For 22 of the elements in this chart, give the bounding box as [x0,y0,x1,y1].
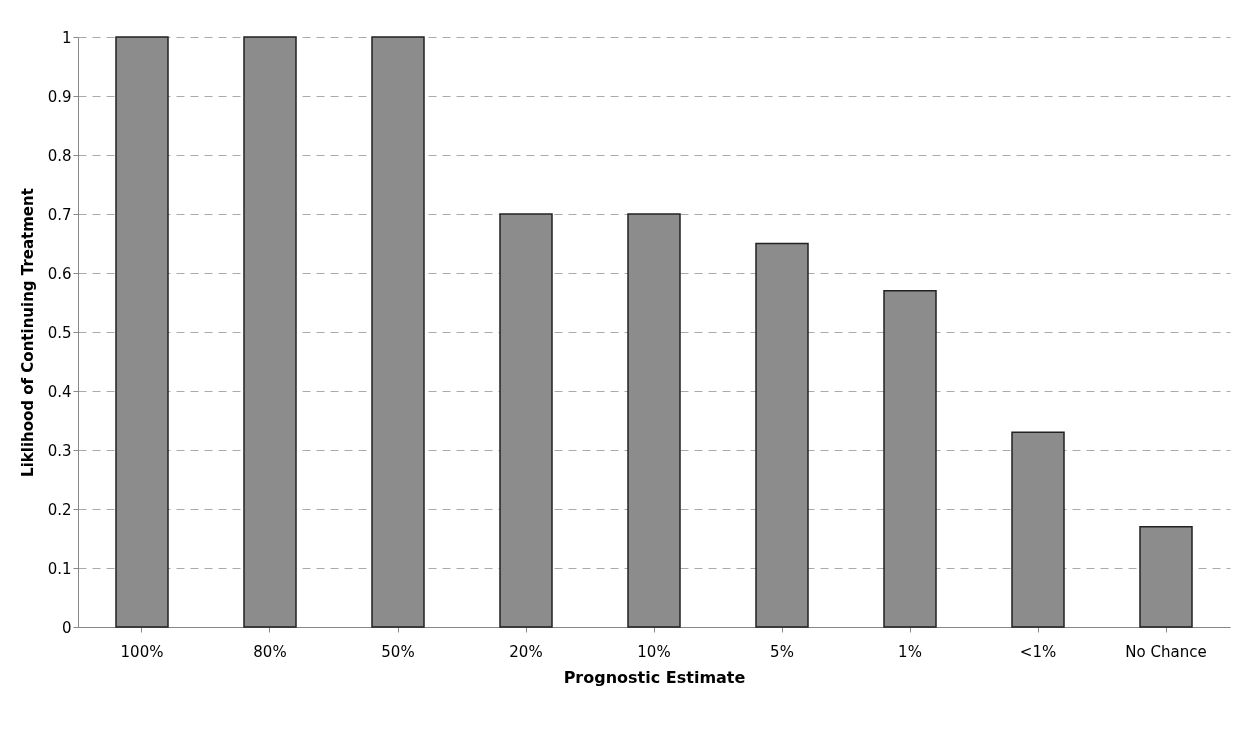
y-axis-title: Liklihood of Continuing Treatment [18,188,37,477]
x-tick-label: 5% [770,642,794,661]
y-tick-label: 0.6 [47,264,72,283]
y-tick-label: 0 [61,618,72,637]
y-tick-label: 0.4 [47,382,72,401]
x-tick-label: 20% [509,642,543,661]
x-tick-label: 80% [253,642,287,661]
y-tick-label: 0.9 [47,87,72,106]
y-tick-label: 0.7 [47,205,72,224]
x-tick-label: 1% [898,642,922,661]
y-tick-label: 0.3 [47,441,72,460]
y-tick-label: 0.1 [47,559,72,578]
x-tick-label: 10% [637,642,671,661]
x-tick-label: 50% [381,642,415,661]
y-tick-label: 0.5 [47,323,72,342]
y-tick-label: 0.2 [47,500,72,519]
x-tick-label: No Chance [1125,642,1207,661]
x-axis-title: Prognostic Estimate [563,667,746,687]
y-tick-label: 0.8 [47,146,72,165]
x-tick-label: 100% [120,642,164,661]
x-tick-label: <1% [1019,642,1057,661]
y-tick-label: 1 [61,28,72,47]
